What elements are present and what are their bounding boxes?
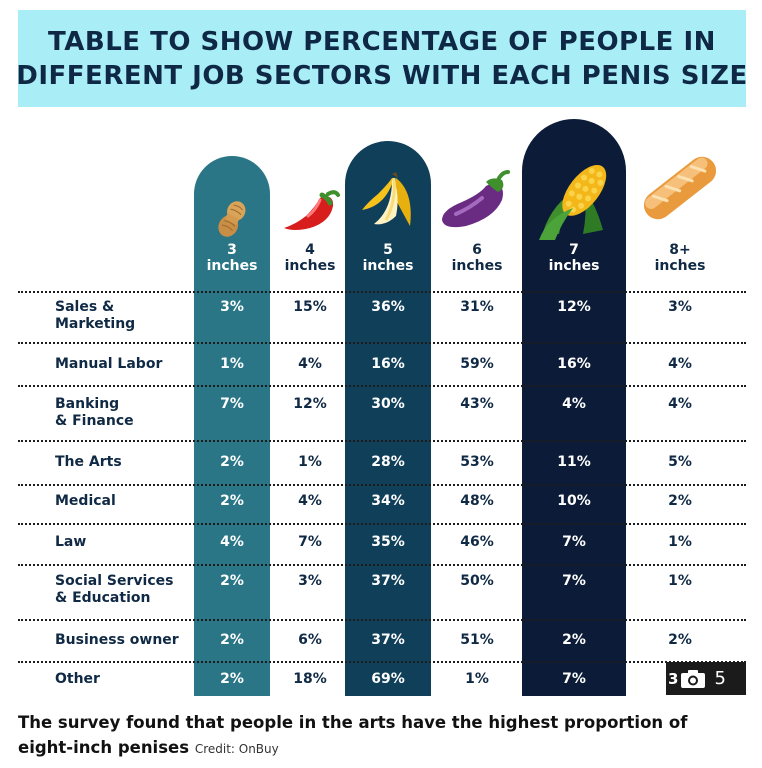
peanut-icon xyxy=(218,201,246,237)
table-cell: 7% xyxy=(298,534,322,550)
row-label-manual-labor: Manual Labor xyxy=(55,356,163,372)
column-highlight-5-inches xyxy=(345,141,431,696)
table-cell: 35% xyxy=(371,534,405,550)
column-header-4-inches: 4 inches xyxy=(284,242,336,274)
table-cell: 11% xyxy=(557,454,591,470)
table-cell: 30% xyxy=(371,396,405,412)
caption-credit: Credit: OnBuy xyxy=(194,742,279,756)
table-cell: 16% xyxy=(371,356,405,372)
table-cell: 50% xyxy=(460,573,494,589)
table-cell: 3% xyxy=(220,299,244,315)
row-separator xyxy=(18,619,746,621)
table-cell: 43% xyxy=(460,396,494,412)
table-cell: 37% xyxy=(371,632,405,648)
column-header-8plus-inches: 8+ inches xyxy=(654,242,706,274)
camera-icon xyxy=(681,669,706,688)
row-separator xyxy=(18,661,746,663)
table-cell: 4% xyxy=(298,356,322,372)
table-cell: 2% xyxy=(562,632,586,648)
table-cell: 48% xyxy=(460,493,494,509)
eggplant-icon xyxy=(442,170,510,228)
row-separator xyxy=(18,291,746,293)
table-cell: 2% xyxy=(220,573,244,589)
table-cell: 7% xyxy=(562,671,586,687)
table-cell: 3% xyxy=(298,573,322,589)
table-cell: 2% xyxy=(668,493,692,509)
table-cell: 46% xyxy=(460,534,494,550)
row-label-the-arts: The Arts xyxy=(55,454,122,470)
column-header-3-inches: 3 inches xyxy=(206,242,258,274)
table-cell: 1% xyxy=(668,573,692,589)
gallery-partial-digit: 3 xyxy=(668,669,679,688)
table-cell: 51% xyxy=(460,632,494,648)
gallery-button[interactable]: 3 5 xyxy=(666,662,746,695)
row-label-banking-finance: Banking & Finance xyxy=(55,396,134,429)
row-separator xyxy=(18,564,746,566)
table-cell: 2% xyxy=(220,632,244,648)
row-label-law: Law xyxy=(55,534,87,550)
table-cell: 59% xyxy=(460,356,494,372)
title-line-1: TABLE TO SHOW PERCENTAGE OF PEOPLE IN xyxy=(48,26,716,57)
row-label-other: Other xyxy=(55,671,100,687)
row-label-social-services-education: Social Services & Education xyxy=(55,573,174,606)
caption: The survey found that people in the arts… xyxy=(18,710,748,762)
table-cell: 5% xyxy=(668,454,692,470)
row-separator xyxy=(18,523,746,525)
table-cell: 12% xyxy=(557,299,591,315)
table-cell: 6% xyxy=(298,632,322,648)
table-cell: 7% xyxy=(562,573,586,589)
row-label-sales-marketing: Sales & Marketing xyxy=(55,299,136,332)
table-cell: 1% xyxy=(298,454,322,470)
table-cell: 3% xyxy=(668,299,692,315)
table-cell: 4% xyxy=(562,396,586,412)
column-header-5-inches: 5 inches xyxy=(362,242,414,274)
row-label-business-owner: Business owner xyxy=(55,632,179,648)
table-cell: 31% xyxy=(460,299,494,315)
column-header-7-inches: 7 inches xyxy=(548,242,600,274)
table-cell: 18% xyxy=(293,671,327,687)
banana-icon xyxy=(362,172,411,226)
table-cell: 1% xyxy=(465,671,489,687)
title-banner: TABLE TO SHOW PERCENTAGE OF PEOPLE IN DI… xyxy=(16,10,748,107)
table-cell: 53% xyxy=(460,454,494,470)
column-highlight-3-inches xyxy=(194,156,270,696)
row-separator xyxy=(18,484,746,486)
table-cell: 1% xyxy=(220,356,244,372)
gallery-count: 5 xyxy=(714,668,726,689)
table-cell: 2% xyxy=(668,632,692,648)
column-header-6-inches: 6 inches xyxy=(451,242,503,274)
table-cell: 7% xyxy=(562,534,586,550)
table-cell: 4% xyxy=(668,356,692,372)
row-label-medical: Medical xyxy=(55,493,116,509)
table-cell: 10% xyxy=(557,493,591,509)
table-cell: 4% xyxy=(668,396,692,412)
table-cell: 36% xyxy=(371,299,405,315)
table-cell: 2% xyxy=(220,493,244,509)
table-cell: 15% xyxy=(293,299,327,315)
caption-text: The survey found that people in the arts… xyxy=(18,713,688,757)
table-cell: 4% xyxy=(298,493,322,509)
table-cell: 28% xyxy=(371,454,405,470)
baguette-icon xyxy=(643,156,717,220)
table-cell: 1% xyxy=(668,534,692,550)
table-cell: 12% xyxy=(293,396,327,412)
row-separator xyxy=(18,385,746,387)
chili-pepper-icon xyxy=(284,190,340,230)
row-separator xyxy=(18,440,746,442)
table-cell: 4% xyxy=(220,534,244,550)
title-line-2: DIFFERENT JOB SECTORS WITH EACH PENIS SI… xyxy=(16,60,748,91)
row-separator xyxy=(18,342,746,344)
table-cell: 16% xyxy=(557,356,591,372)
table-cell: 69% xyxy=(371,671,405,687)
corn-icon xyxy=(539,165,607,240)
table-cell: 2% xyxy=(220,454,244,470)
table-cell: 7% xyxy=(220,396,244,412)
table-cell: 2% xyxy=(220,671,244,687)
table-cell: 34% xyxy=(371,493,405,509)
table-cell: 37% xyxy=(371,573,405,589)
